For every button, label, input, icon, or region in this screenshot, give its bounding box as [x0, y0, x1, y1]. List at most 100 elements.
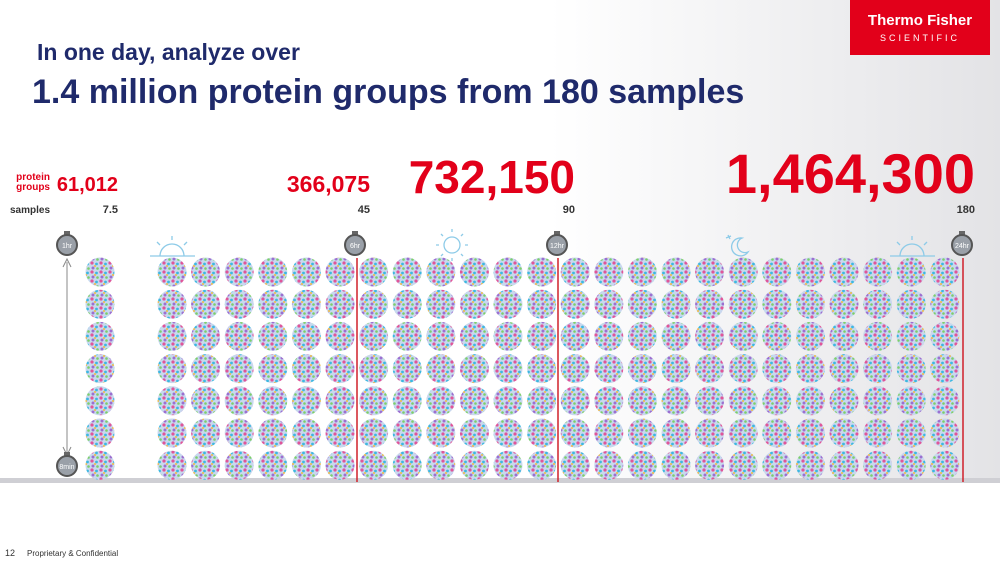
sample [325, 354, 355, 384]
sample [426, 321, 456, 351]
sample [896, 289, 926, 319]
sample [863, 289, 893, 319]
timer-label: 24hr [955, 243, 970, 250]
sample [85, 386, 115, 416]
sample [291, 257, 321, 287]
sample [560, 386, 590, 416]
sample [85, 354, 115, 384]
sample [426, 418, 456, 448]
sample [224, 386, 254, 416]
sample [191, 450, 221, 480]
sample [493, 450, 523, 480]
sample [896, 386, 926, 416]
sample [191, 321, 221, 351]
sample [459, 354, 489, 384]
sample-count: 90 [563, 204, 575, 216]
sample [594, 418, 624, 448]
label: groups [16, 182, 50, 193]
sample [527, 257, 557, 287]
timer-knob [959, 231, 965, 235]
sample [85, 321, 115, 351]
sample [896, 354, 926, 384]
protein-count: 732,150 [409, 151, 575, 203]
sample [627, 386, 657, 416]
sample [291, 321, 321, 351]
sample [930, 354, 960, 384]
sample [85, 450, 115, 480]
sample [493, 289, 523, 319]
sample [426, 257, 456, 287]
sample [258, 418, 288, 448]
sample [527, 289, 557, 319]
timer-knob [554, 231, 560, 235]
sample [359, 354, 389, 384]
sample [930, 386, 960, 416]
sample [426, 289, 456, 319]
sample [896, 257, 926, 287]
logo-name: Thermo Fisher [868, 12, 972, 29]
sample [426, 354, 456, 384]
protein-count: 366,075 [287, 171, 370, 197]
timer [546, 234, 568, 256]
sample-count: 45 [358, 204, 370, 216]
sample [459, 450, 489, 480]
sample [325, 257, 355, 287]
sample [661, 450, 691, 480]
sample [627, 257, 657, 287]
sample [627, 450, 657, 480]
sample [359, 321, 389, 351]
page-number: 12 [5, 548, 15, 558]
sample [829, 289, 859, 319]
sample [695, 257, 725, 287]
sample [863, 321, 893, 351]
sample [728, 418, 758, 448]
sample [594, 354, 624, 384]
sample [795, 450, 825, 480]
sample [762, 386, 792, 416]
timer-label: 1hr [62, 243, 73, 250]
sample [291, 289, 321, 319]
sample [527, 354, 557, 384]
kicker: In one day, analyze over [37, 39, 300, 65]
sample [930, 450, 960, 480]
sample [728, 386, 758, 416]
sample [191, 354, 221, 384]
timer-label: 12hr [550, 243, 565, 250]
footer-text: Proprietary & Confidential [27, 549, 118, 558]
sample [728, 450, 758, 480]
sample [459, 418, 489, 448]
sample [493, 418, 523, 448]
timer-knob [352, 231, 358, 235]
sample [762, 418, 792, 448]
sample [258, 321, 288, 351]
sample [627, 354, 657, 384]
sample [291, 354, 321, 384]
sample [224, 321, 254, 351]
sample [157, 386, 187, 416]
sample [795, 321, 825, 351]
sample [459, 289, 489, 319]
timer [344, 234, 366, 256]
sample [291, 386, 321, 416]
sample [527, 450, 557, 480]
sample [224, 354, 254, 384]
sample [191, 386, 221, 416]
sample [728, 321, 758, 351]
sample [527, 386, 557, 416]
sample [459, 386, 489, 416]
sample [359, 450, 389, 480]
sample [459, 321, 489, 351]
sample [191, 289, 221, 319]
sample [695, 289, 725, 319]
sample [85, 257, 115, 287]
sample [930, 289, 960, 319]
sample [157, 321, 187, 351]
sample [762, 321, 792, 351]
sample [661, 354, 691, 384]
sample [291, 418, 321, 448]
sample [560, 321, 590, 351]
sample [493, 354, 523, 384]
timer [951, 234, 973, 256]
sample [930, 321, 960, 351]
sample [258, 257, 288, 287]
